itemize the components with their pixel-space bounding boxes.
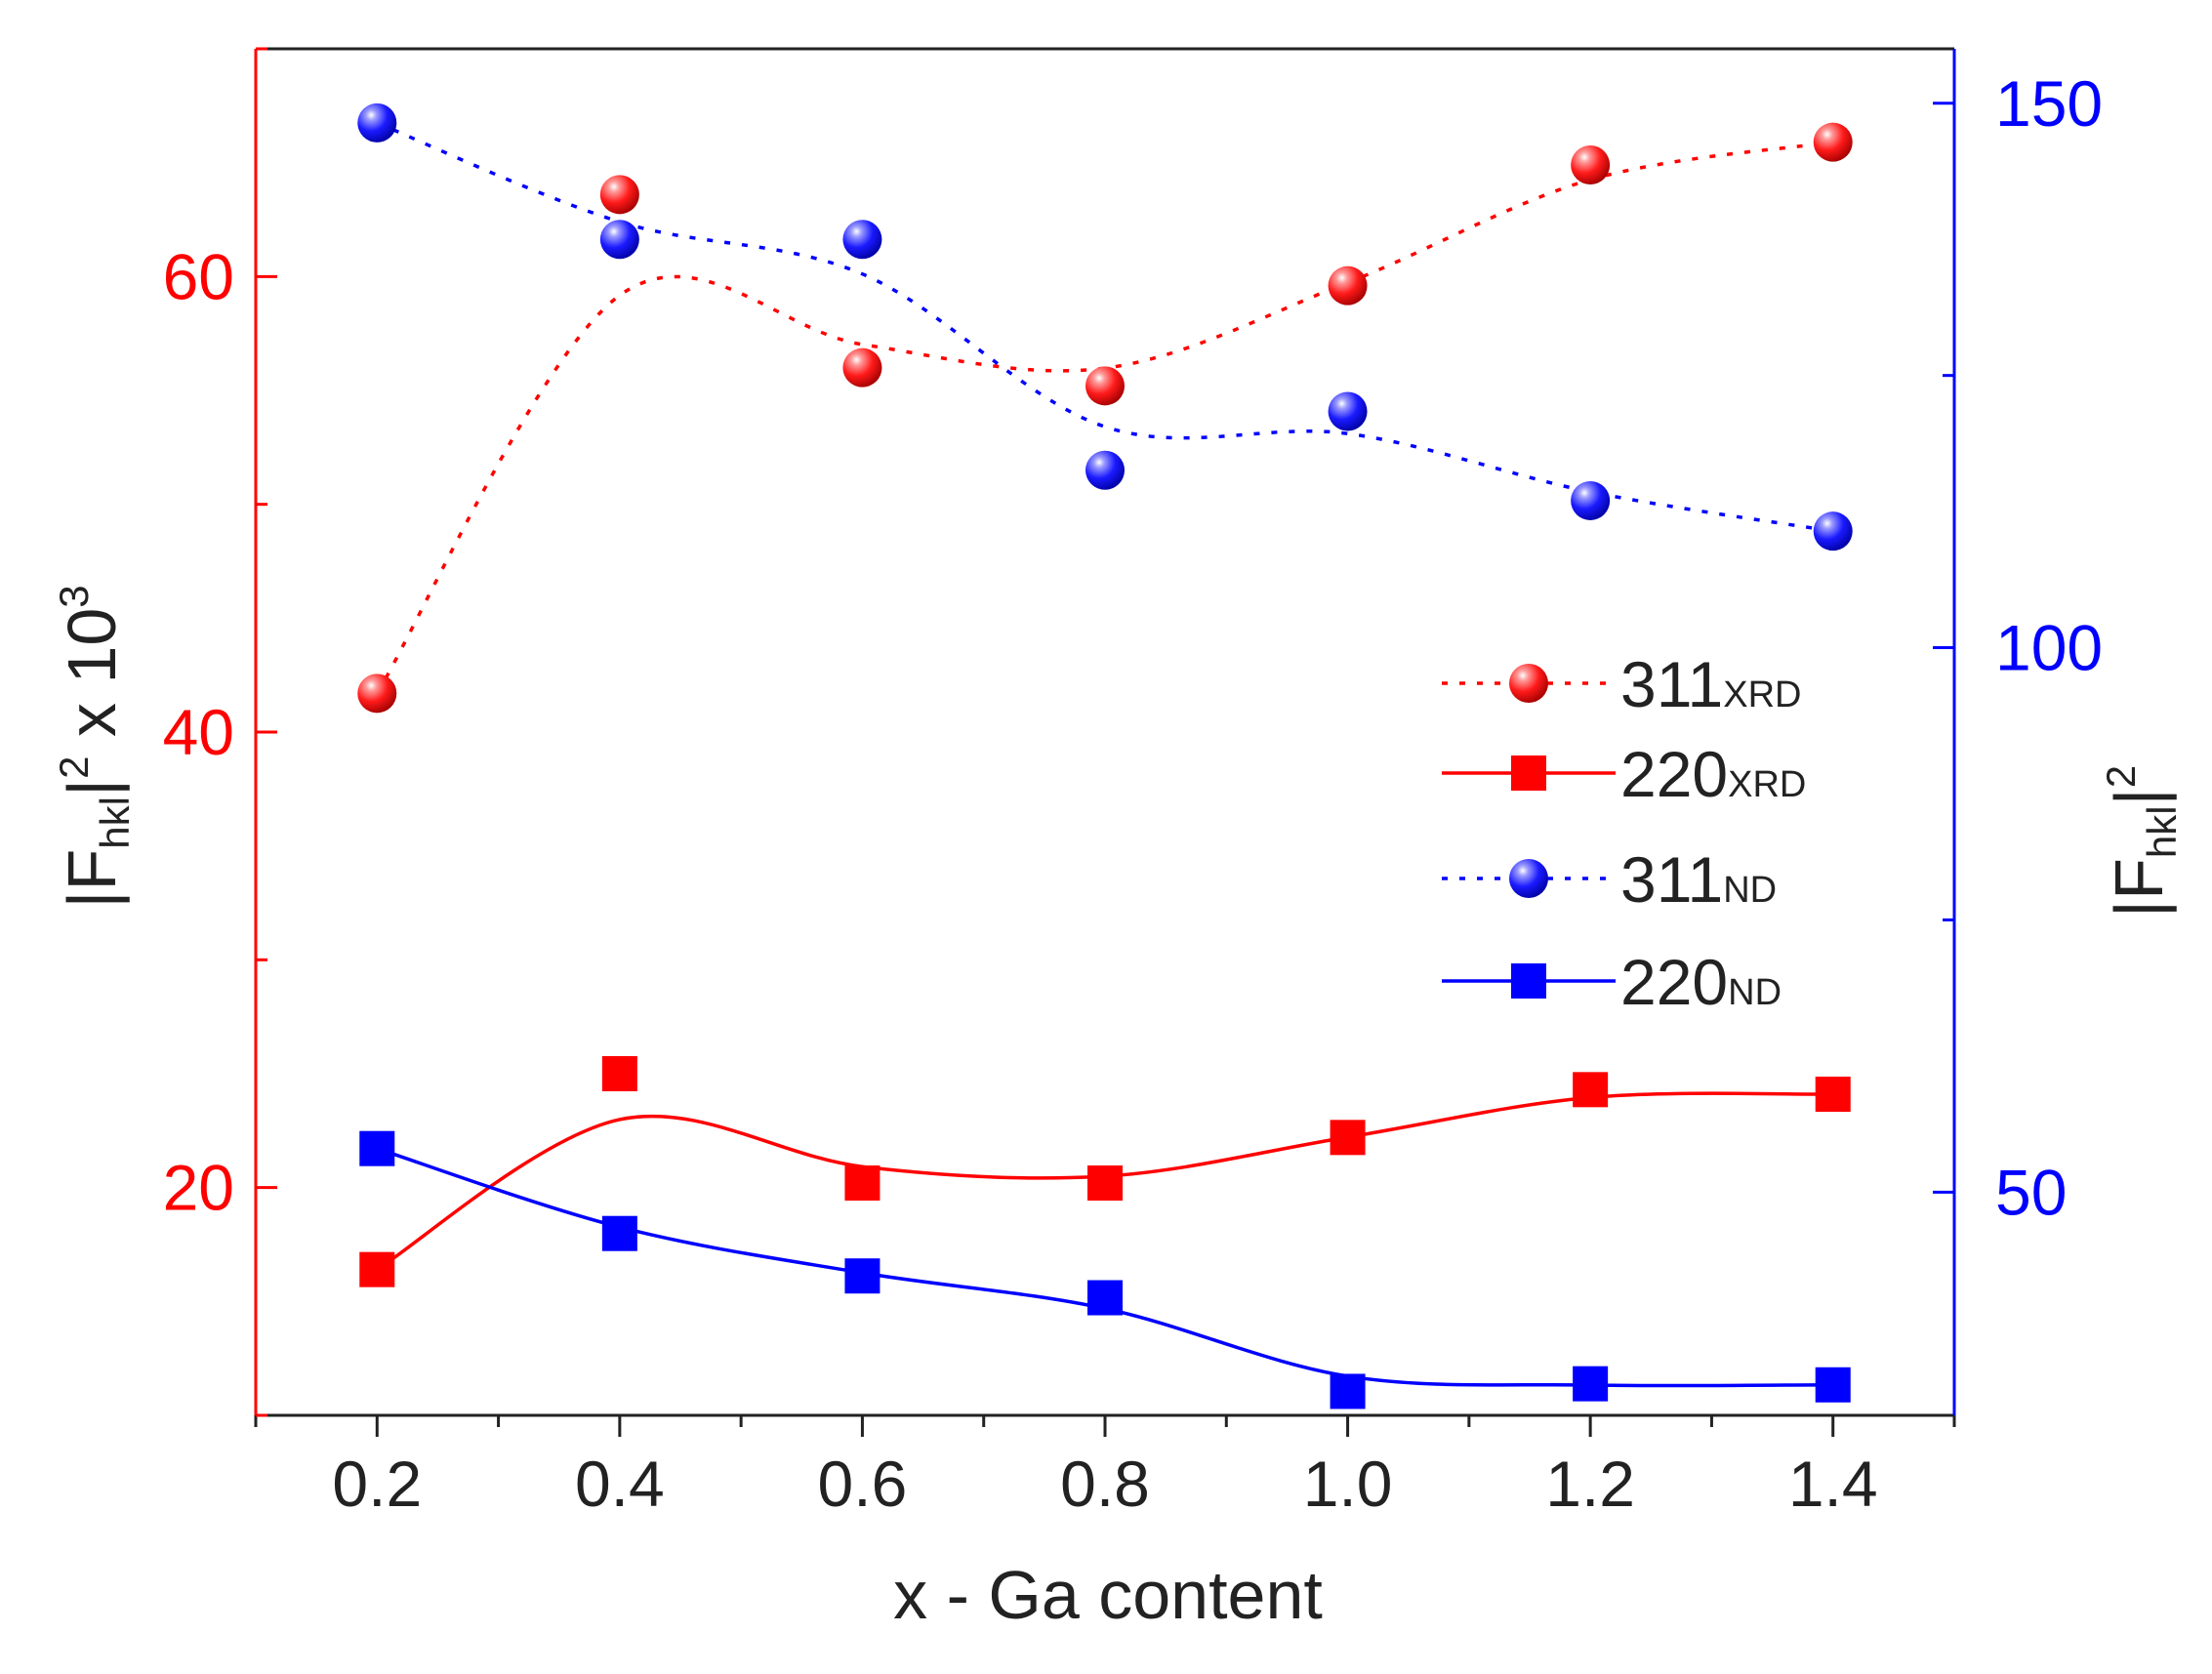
data-point-220xrd: [844, 1165, 881, 1201]
y-left-title-base: |F: [54, 849, 130, 909]
data-point-220nd: [1330, 1373, 1366, 1409]
x-tick-label: 0.6: [818, 1448, 908, 1520]
x-tick-label: 0.2: [332, 1448, 422, 1520]
y-left-tick-label: 40: [163, 696, 234, 768]
data-point-311nd: [842, 220, 882, 260]
legend-label-main: 311: [1620, 648, 1723, 720]
legend-marker: [1509, 859, 1548, 898]
y-right-title-tail: |: [2101, 788, 2177, 805]
legend-label: 220ND: [1620, 946, 1782, 1018]
data-point-311nd: [1813, 511, 1853, 551]
data-point-311xrd: [1328, 265, 1368, 306]
data-point-220nd: [601, 1215, 637, 1251]
legend-label-sub: XRD: [1723, 674, 1801, 715]
y-right-title-sub: hkl: [2139, 805, 2185, 858]
legend-label: 311XRD: [1620, 648, 1801, 720]
x-tick-label: 1.0: [1303, 1448, 1393, 1520]
legend-item-311nd: 311ND: [1442, 843, 1777, 916]
legend-marker: [1511, 963, 1546, 999]
legend-marker: [1509, 664, 1548, 703]
y-right-tick-label: 150: [1995, 67, 2103, 140]
data-point-220nd: [1815, 1367, 1851, 1403]
y-left-tick-label: 60: [163, 240, 234, 312]
axes: 0.2 0.4 0.6 0.8 1.0 1.2 1.4 20 40 60 50 100 150: [163, 47, 2103, 1520]
data-point-220xrd: [1815, 1077, 1851, 1112]
data-point-220nd: [844, 1258, 881, 1294]
legend-marker: [1511, 755, 1546, 791]
legend-label-sub: ND: [1728, 972, 1782, 1013]
data-point-311xrd: [1086, 366, 1125, 406]
y-left-title-sup2: 3: [51, 585, 97, 607]
legend-label-sub: XRD: [1728, 764, 1806, 805]
x-axis-title: x - Ga content: [893, 1557, 1323, 1633]
legend-label-main: 311: [1620, 843, 1723, 916]
legend-item-220xrd: 220XRD: [1442, 738, 1806, 810]
data-point-311nd: [599, 220, 639, 260]
y-right-tick-label: 100: [1995, 612, 2103, 684]
y-axis-left-title: |Fhkl|2 x 103: [51, 585, 138, 908]
data-point-311nd: [357, 102, 397, 143]
y-right-title-sup: 2: [2098, 765, 2144, 788]
legend-label-main: 220: [1620, 738, 1728, 810]
y-left-title-sub: hkl: [92, 796, 138, 849]
y-axis-right-title: |Fhkl|2: [2098, 765, 2185, 918]
legend-item-311xrd: 311XRD: [1442, 648, 1801, 720]
y-right-tick-label: 50: [1995, 1156, 2067, 1228]
legend-label-sub: ND: [1723, 870, 1777, 911]
y-left-title-tail: |: [54, 779, 130, 796]
x-tick-label: 0.4: [575, 1448, 665, 1520]
x-tick-label: 0.8: [1060, 1448, 1150, 1520]
legend-label-main: 220: [1620, 946, 1728, 1018]
data-point-311nd: [1571, 480, 1611, 520]
data-point-311nd: [1086, 450, 1125, 490]
y-left-title-suffix: x 10: [54, 608, 130, 756]
data-point-220xrd: [1573, 1072, 1609, 1108]
data-point-311xrd: [842, 347, 882, 388]
x-tick-label: 1.2: [1545, 1448, 1635, 1520]
data-point-220nd: [1573, 1366, 1609, 1402]
x-tick-label: 1.4: [1788, 1448, 1878, 1520]
data-point-311xrd: [1571, 145, 1611, 184]
y-left-tick-label: 20: [163, 1152, 234, 1224]
data-point-220xrd: [1330, 1120, 1366, 1156]
data-point-220xrd: [359, 1251, 395, 1287]
data-point-220xrd: [601, 1056, 637, 1091]
data-point-220xrd: [1087, 1165, 1123, 1201]
legend-label: 311ND: [1620, 843, 1777, 916]
data-point-220nd: [1087, 1280, 1123, 1316]
data-point-311nd: [1328, 391, 1368, 431]
y-left-title-sup: 2: [51, 755, 97, 778]
data-point-311xrd: [357, 674, 397, 714]
legend-item-220nd: 220ND: [1442, 946, 1782, 1018]
data-point-311xrd: [599, 175, 639, 215]
data-point-311xrd: [1813, 122, 1853, 162]
y-right-title-base: |F: [2101, 858, 2177, 918]
series-line-311xrd: [375, 140, 1833, 695]
series-markers: [357, 102, 1853, 1409]
data-point-220nd: [359, 1130, 395, 1166]
legend-label: 220XRD: [1620, 738, 1806, 810]
